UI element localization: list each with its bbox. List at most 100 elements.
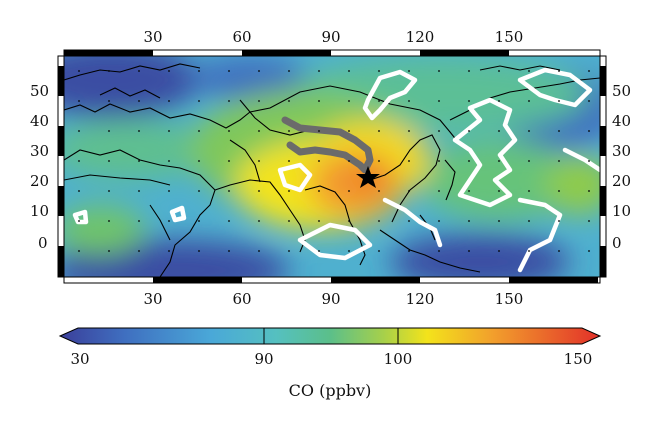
grid-dot (438, 130, 440, 132)
grid-dot (528, 70, 530, 72)
grid-dot (108, 250, 110, 252)
grid-dot (78, 190, 80, 192)
grid-dot (498, 250, 500, 252)
grid-dot (588, 100, 590, 102)
grid-dot (258, 220, 260, 222)
grid-dot (588, 130, 590, 132)
grid-dot (258, 190, 260, 192)
grid-dot (138, 220, 140, 222)
grid-dot (348, 250, 350, 252)
grid-dot (228, 130, 230, 132)
grid-dot (288, 220, 290, 222)
colorbar-tick-90: 90 (254, 350, 273, 368)
plot-frame (63, 55, 601, 278)
grid-dot (408, 70, 410, 72)
grid-dot (108, 160, 110, 162)
grid-dot (198, 160, 200, 162)
left-lat-label-40: 40 (30, 112, 49, 130)
grid-dots (78, 70, 590, 252)
grid-dot (438, 100, 440, 102)
grid-dot (438, 160, 440, 162)
grid-dot (468, 190, 470, 192)
grid-dot (198, 250, 200, 252)
grid-dot (198, 220, 200, 222)
grid-dot (228, 250, 230, 252)
top-lon-label-120: 120 (406, 28, 435, 46)
grid-dot (138, 100, 140, 102)
grid-dot (108, 190, 110, 192)
grid-dot (168, 130, 170, 132)
grid-dot (138, 160, 140, 162)
left-lat-label-10: 10 (30, 202, 49, 220)
grid-dot (288, 100, 290, 102)
grid-dot (498, 70, 500, 72)
grid-dot (198, 100, 200, 102)
grid-dot (198, 130, 200, 132)
right-lat-label-40: 40 (612, 112, 631, 130)
grid-dot (78, 130, 80, 132)
grid-dot (318, 160, 320, 162)
grid-dot (438, 70, 440, 72)
top-lon-label-30: 30 (143, 28, 162, 46)
colorbar-tick-150: 150 (564, 350, 593, 368)
grid-dot (288, 190, 290, 192)
right-lat-label-20: 20 (612, 172, 631, 190)
grid-dot (348, 70, 350, 72)
grid-dot (168, 250, 170, 252)
bottom-lon-label-30: 30 (143, 290, 162, 308)
grid-dot (198, 190, 200, 192)
grid-dot (108, 100, 110, 102)
grid-dot (528, 100, 530, 102)
grid-dot (138, 190, 140, 192)
bottom-lon-label-60: 60 (232, 290, 251, 308)
grid-dot (348, 220, 350, 222)
grid-dot (438, 220, 440, 222)
grid-dot (168, 190, 170, 192)
grid-dot (318, 190, 320, 192)
grid-dot (498, 190, 500, 192)
left-lat-label-20: 20 (30, 172, 49, 190)
grid-dot (258, 160, 260, 162)
grid-dot (558, 250, 560, 252)
grid-dot (528, 220, 530, 222)
grid-dot (468, 130, 470, 132)
grid-dot (318, 70, 320, 72)
grid-dot (528, 130, 530, 132)
top-axis-band (63, 49, 601, 57)
colorbar-bar (58, 327, 602, 345)
grid-dot (228, 160, 230, 162)
grid-dot (588, 160, 590, 162)
grid-dot (108, 130, 110, 132)
top-lon-label-60: 60 (232, 28, 251, 46)
grid-dot (228, 190, 230, 192)
grid-dot (378, 100, 380, 102)
grid-dot (498, 100, 500, 102)
grid-dot (558, 160, 560, 162)
grid-dot (258, 100, 260, 102)
grid-dot (78, 70, 80, 72)
grid-dot (588, 250, 590, 252)
grid-dot (558, 70, 560, 72)
grid-dot (378, 250, 380, 252)
colorbar-title: CO (ppbv) (289, 381, 372, 400)
grid-dot (408, 190, 410, 192)
grid-dot (408, 100, 410, 102)
grid-dot (468, 160, 470, 162)
left-lat-label-0: 0 (38, 234, 48, 252)
grid-dot (468, 250, 470, 252)
grid-dot (258, 130, 260, 132)
grid-dot (318, 130, 320, 132)
grid-dot (258, 70, 260, 72)
grid-dot (558, 220, 560, 222)
grid-dot (78, 100, 80, 102)
contour-lines (72, 67, 600, 273)
right-lat-label-10: 10 (612, 202, 631, 220)
grid-dot (348, 130, 350, 132)
grid-dot (408, 220, 410, 222)
grid-dot (588, 220, 590, 222)
grid-dot (168, 100, 170, 102)
bottom-lon-label-120: 120 (406, 290, 435, 308)
trajectory-line (281, 116, 374, 174)
grid-dot (378, 220, 380, 222)
